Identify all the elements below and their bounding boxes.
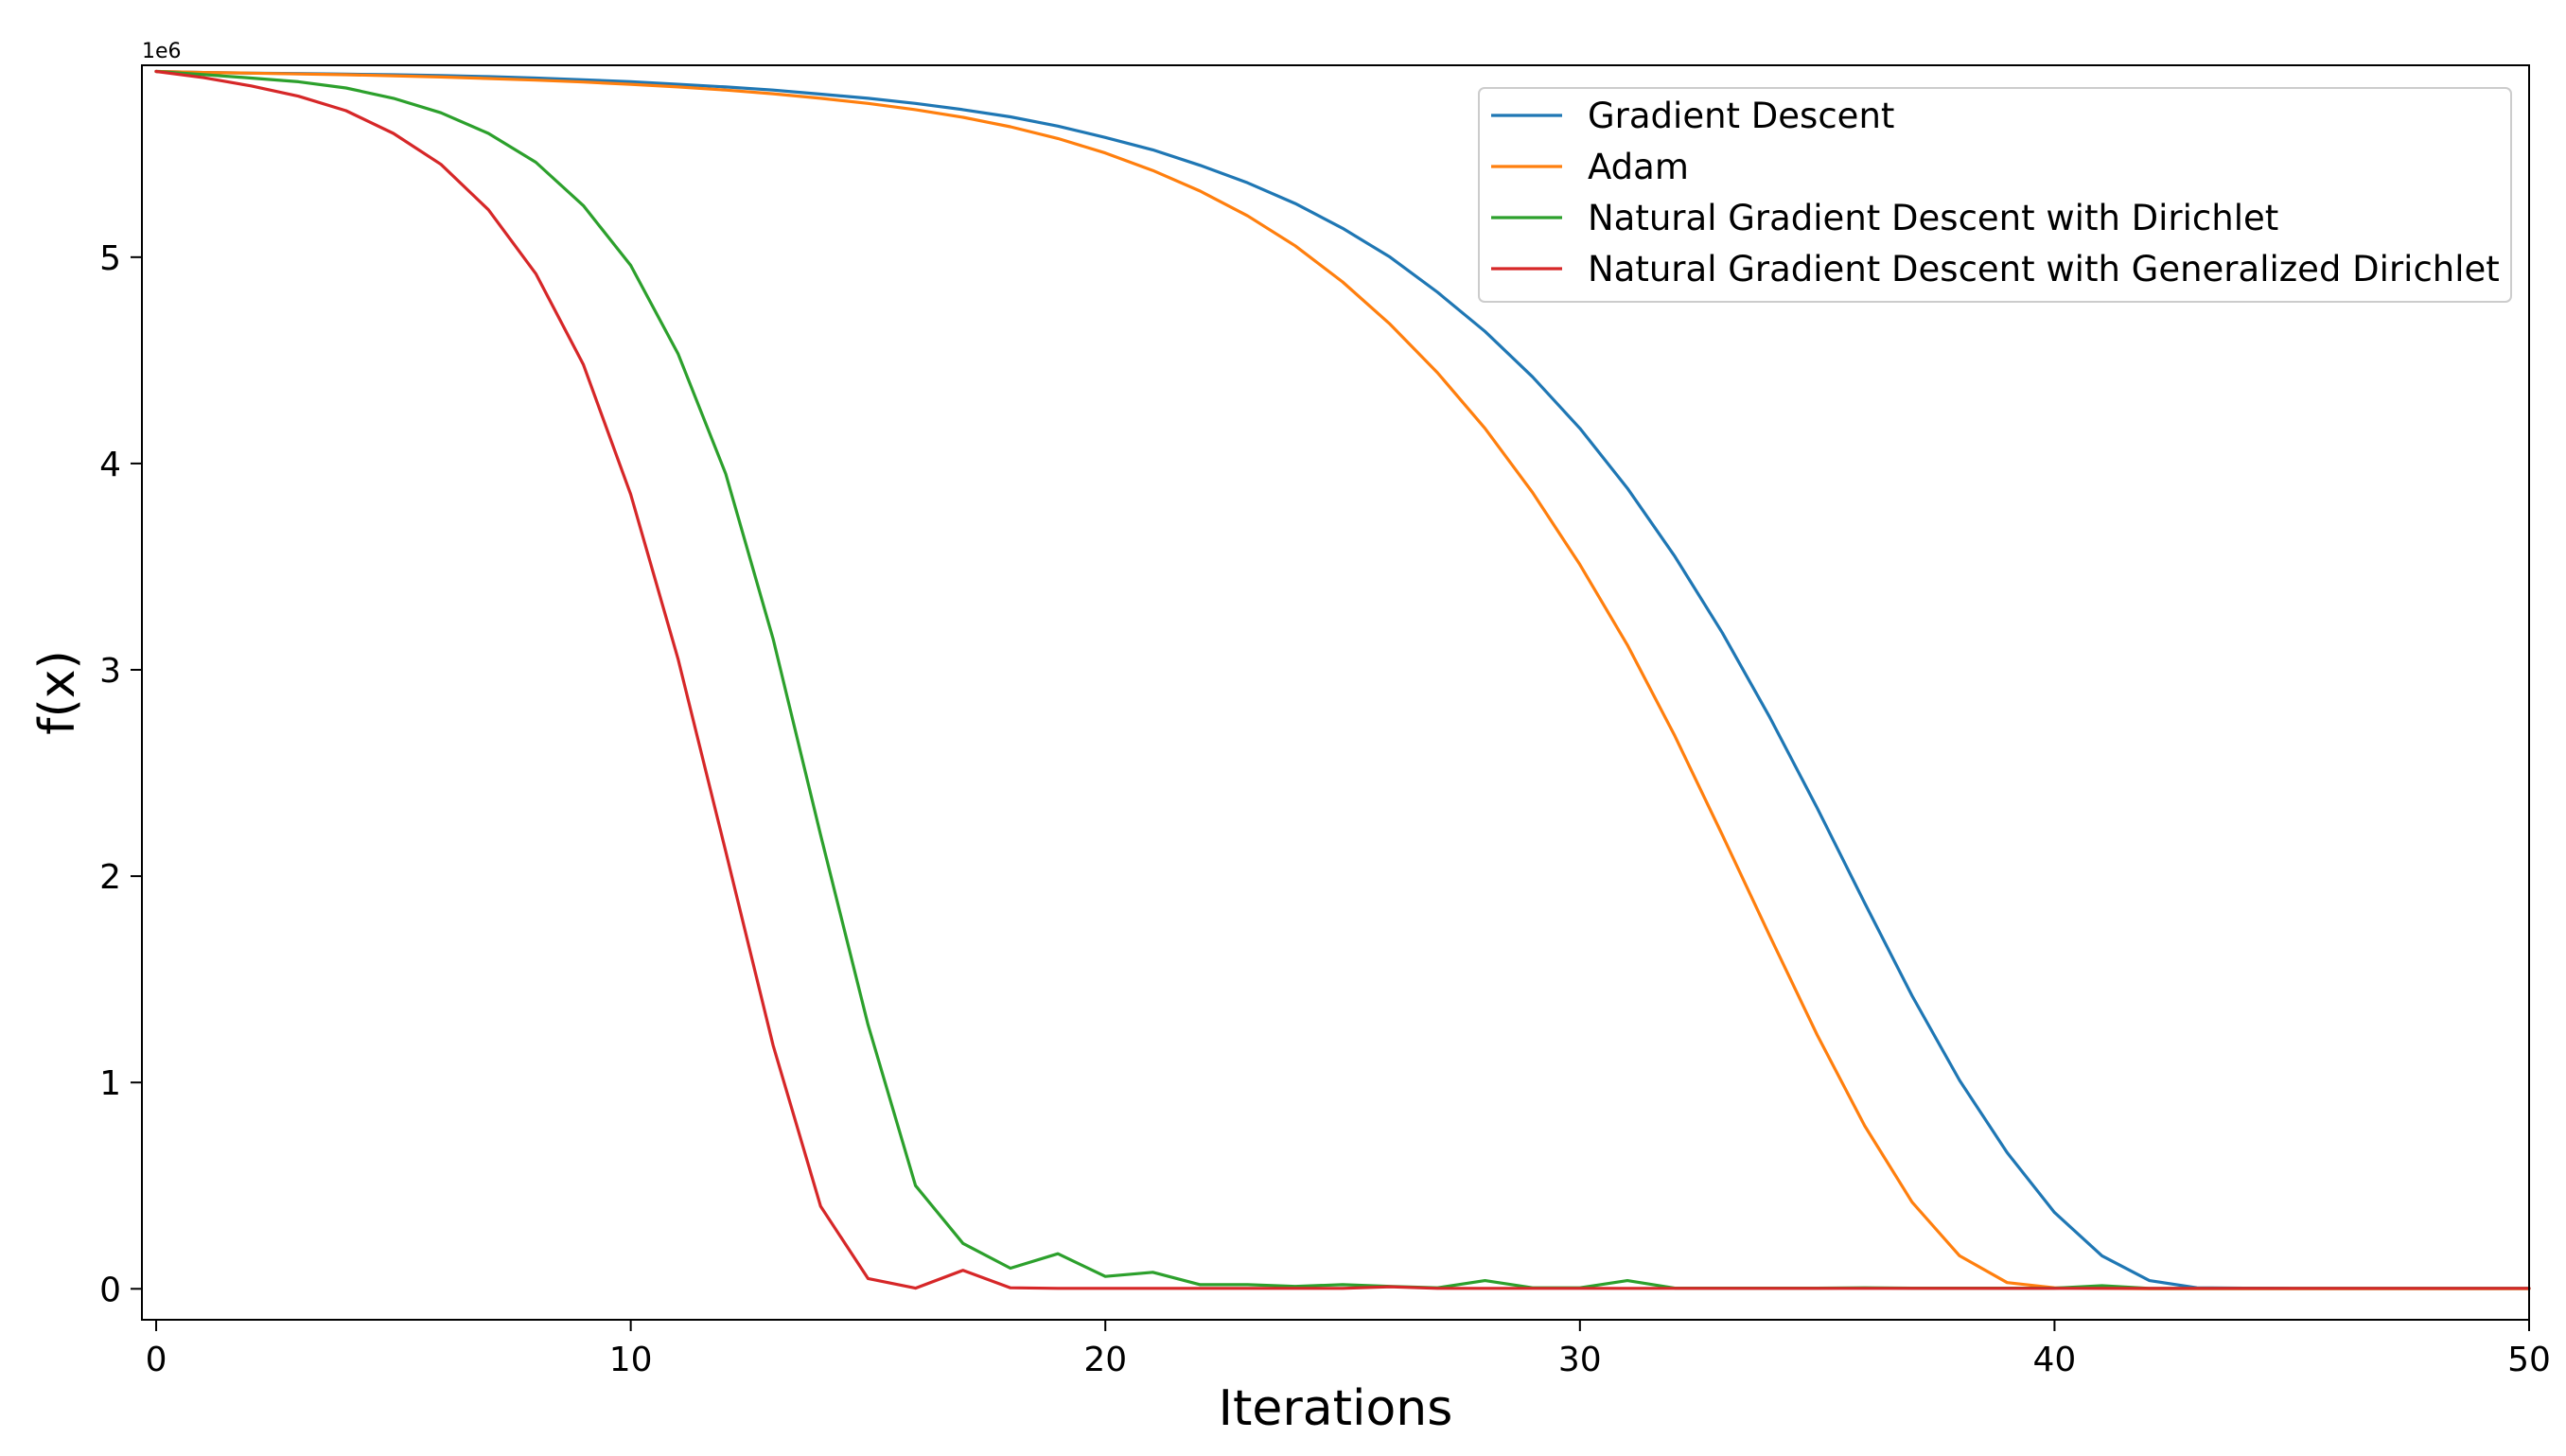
series-line-1: [154, 69, 2531, 1290]
legend-label-4: Natural Gradient Descent with Generalize…: [1588, 249, 2500, 289]
y-tick-label: 2: [99, 858, 121, 897]
y-axis-label: f(x): [29, 650, 86, 735]
x-tick-label: 50: [2507, 1341, 2551, 1379]
legend-label-1: Gradient Descent: [1588, 96, 1894, 136]
y-tick-label: 1: [99, 1064, 121, 1103]
x-tick-label: 0: [146, 1341, 167, 1379]
y-tick-label: 3: [99, 652, 121, 691]
series-layer: [154, 69, 2531, 1290]
y-tick-label: 5: [99, 239, 121, 278]
series-line-4: [154, 69, 2531, 1290]
x-axis-label: Iterations: [1219, 1380, 1453, 1437]
y-tick-label: 0: [99, 1271, 121, 1309]
x-tick-label: 20: [1083, 1341, 1127, 1379]
plot-frame: [141, 64, 2530, 1321]
x-tick-label: 40: [2033, 1341, 2077, 1379]
x-tick-label: 10: [609, 1341, 653, 1379]
legend-label-2: Adam: [1588, 147, 1689, 187]
legend-box: [1478, 87, 2512, 303]
legend-label-3: Natural Gradient Descent with Dirichlet: [1588, 198, 2278, 238]
ticks-layer: 0 10 20 30 40 50 0 1 2 3 4 5: [99, 239, 2551, 1379]
y-tick-label: 4: [99, 446, 121, 484]
legend: Gradient Descent Adam Natural Gradient Des…: [1478, 87, 2512, 303]
y-offset-label: 1e6: [142, 40, 182, 63]
x-tick-label: 30: [1558, 1341, 1602, 1379]
